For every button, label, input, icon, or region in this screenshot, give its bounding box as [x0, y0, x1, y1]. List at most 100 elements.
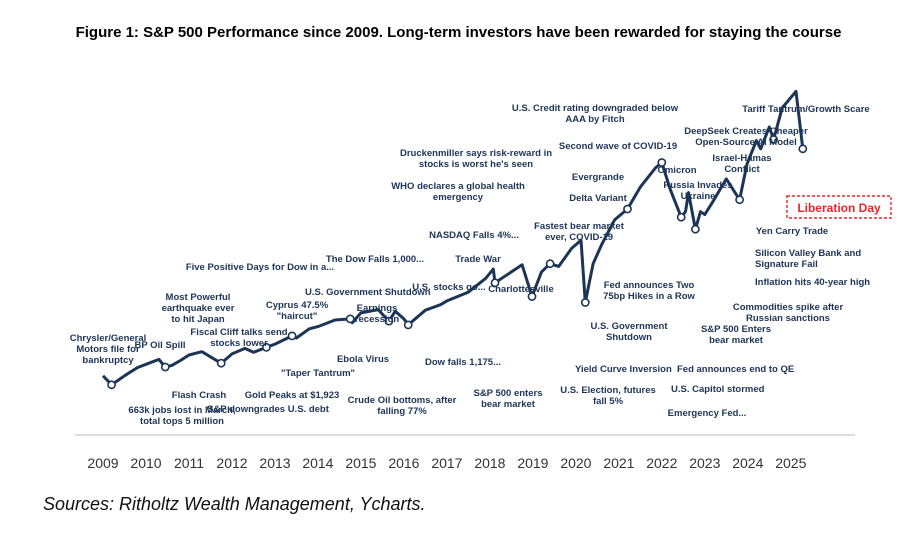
event-annotation: Commodities spike after Russian sanctions [733, 302, 844, 324]
event-annotation: U.S. Capitol stormed [671, 384, 765, 395]
annotation-line: U.S. Government [590, 321, 668, 332]
event-marker [798, 144, 808, 154]
event-annotation: Fastest bear market ever, COVID-19 [534, 221, 625, 243]
event-annotation: Fed announces end to QE [677, 364, 794, 375]
x-tick-label: 2015 [345, 455, 376, 471]
event-annotation: 663k jobs lost in March, total tops 5 mil… [128, 405, 235, 427]
annotation-line: S&P 500 enters [473, 388, 542, 399]
annotation-line: U.S. Credit rating downgraded below [512, 103, 679, 114]
event-marker [735, 195, 744, 205]
annotation-line: 663k jobs lost in March, [128, 405, 235, 416]
event-annotation: Russia Invades Ukraine [663, 180, 732, 202]
event-annotation: "Taper Tantrum" [281, 368, 355, 379]
event-annotation: Druckenmiller says risk-reward in stocks … [400, 148, 552, 170]
event-marker [261, 342, 271, 352]
chart-title: Figure 1: S&P 500 Performance since 2009… [75, 24, 842, 41]
event-annotation: Evergrande [572, 172, 624, 183]
annotation-line: Silicon Valley Bank and [755, 248, 861, 259]
annotation-line: Earnings [357, 303, 398, 314]
event-marker [490, 278, 500, 288]
event-annotation: Yen Carry Trade [756, 226, 828, 237]
event-annotation: Ebola Virus [337, 354, 389, 365]
annotation-line: Cyprus 47.5% [266, 300, 329, 311]
annotation-line: Druckenmiller says risk-reward in [400, 148, 552, 159]
liberation-day-box [786, 195, 892, 219]
annotation-line: DeepSeek Creates Cheaper [684, 126, 808, 137]
event-annotation: U.S. Election, futures fall 5% [560, 385, 656, 407]
event-marker [580, 298, 590, 307]
event-annotation: Dow falls 1,175... [425, 357, 501, 368]
event-annotation: U.S. Government Shutdown [590, 321, 668, 343]
event-annotation: U.S. stocks go... [412, 282, 485, 293]
event-annotation: Tariff Tantrum/Growth Scare [742, 104, 869, 115]
annotation-line: S&P 500 Enters [701, 324, 771, 335]
x-tick-label: 2024 [732, 455, 763, 471]
event-marker [676, 212, 686, 222]
event-annotation: S&P 500 Enters bear market [701, 324, 771, 346]
annotation-line: Fiscal Cliff talks send [190, 327, 287, 338]
event-annotation: Inflation hits 40-year high [755, 277, 870, 288]
event-marker [384, 316, 394, 326]
event-annotation: NASDAQ Falls 4%... [429, 230, 519, 241]
event-annotations: Chrysler/General Motors file for bankruptc… [70, 103, 871, 427]
annotation-line: Israel-Hamas [712, 153, 771, 164]
annotation-line: bankruptcy [82, 355, 134, 366]
event-annotation: Yield Curve Inversion [575, 364, 672, 375]
event-annotation: S&P 500 enters bear market [473, 388, 542, 410]
source-note: Sources: Ritholtz Wealth Management, Ych… [43, 494, 426, 514]
annotation-line: Commodities spike after [733, 302, 844, 313]
x-tick-label: 2014 [302, 455, 333, 471]
liberation-day-callout: Liberation Day [786, 195, 892, 219]
event-marker [657, 158, 667, 167]
event-annotation: Cyprus 47.5% "haircut" [266, 300, 329, 322]
event-marker [160, 362, 170, 372]
annotation-line: Crude Oil bottoms, after [348, 395, 457, 406]
annotation-line: 75bp Hikes in a Row [603, 291, 695, 302]
annotation-line: Russia Invades [663, 180, 732, 191]
annotation-line: U.S. Election, futures [560, 385, 656, 396]
x-tick-label: 2023 [689, 455, 720, 471]
annotation-line: Ukraine [681, 191, 716, 202]
event-marker [216, 358, 226, 368]
event-annotation: Emergency Fed... [668, 408, 747, 419]
event-annotation: Omicron [657, 165, 696, 176]
event-annotation: Trade War [455, 254, 501, 265]
event-marker [287, 331, 297, 341]
x-tick-label: 2013 [259, 455, 290, 471]
x-tick-label: 2012 [216, 455, 247, 471]
x-tick-label: 2021 [603, 455, 634, 471]
event-annotation: Five Positive Days for Dow in a... [186, 262, 334, 273]
event-annotation: Flash Crash [172, 390, 227, 401]
event-markers [107, 135, 808, 390]
event-annotation: Chrysler/General Motors file for bankruptc… [70, 333, 147, 366]
annotation-line: WHO declares a global health [391, 181, 525, 192]
x-tick-label: 2022 [646, 455, 677, 471]
event-annotation: BP Oil Spill [134, 340, 185, 351]
annotation-line: earthquake ever [162, 303, 235, 314]
annotation-line: "haircut" [277, 311, 318, 322]
event-annotation: S&P downgrades U.S. debt [207, 404, 330, 415]
event-annotation: Earnings recession [355, 303, 400, 325]
annotation-line: stocks is worst he's seen [419, 159, 533, 170]
annotation-line: fall 5% [593, 396, 624, 407]
annotation-line: Open-Source AI Model [695, 137, 797, 148]
annotation-line: bear market [481, 399, 536, 410]
annotation-line: ever, COVID-19 [545, 232, 613, 243]
annotation-line: Russian sanctions [746, 313, 830, 324]
event-annotation: Charlottesville [488, 284, 553, 295]
annotation-line: Fastest bear market [534, 221, 625, 232]
annotation-line: AAA by Fitch [565, 114, 624, 125]
event-annotation: U.S. Credit rating downgraded below AAA b… [512, 103, 679, 125]
event-annotation: Delta Variant [569, 193, 627, 204]
event-marker [769, 135, 778, 144]
annotation-line: bear market [709, 335, 764, 346]
event-marker [345, 314, 355, 324]
annotation-line: Conflict [724, 164, 760, 175]
x-axis-ticks: 2009 2010 2011 2012 2013 2014 2015 2016 2017 2018… [87, 455, 806, 471]
x-tick-label: 2017 [431, 455, 462, 471]
annotation-line: Chrysler/General [70, 333, 147, 344]
annotation-line: recession [355, 314, 400, 325]
annotation-line: emergency [433, 192, 484, 203]
event-annotation: WHO declares a global health emergency [391, 181, 525, 203]
